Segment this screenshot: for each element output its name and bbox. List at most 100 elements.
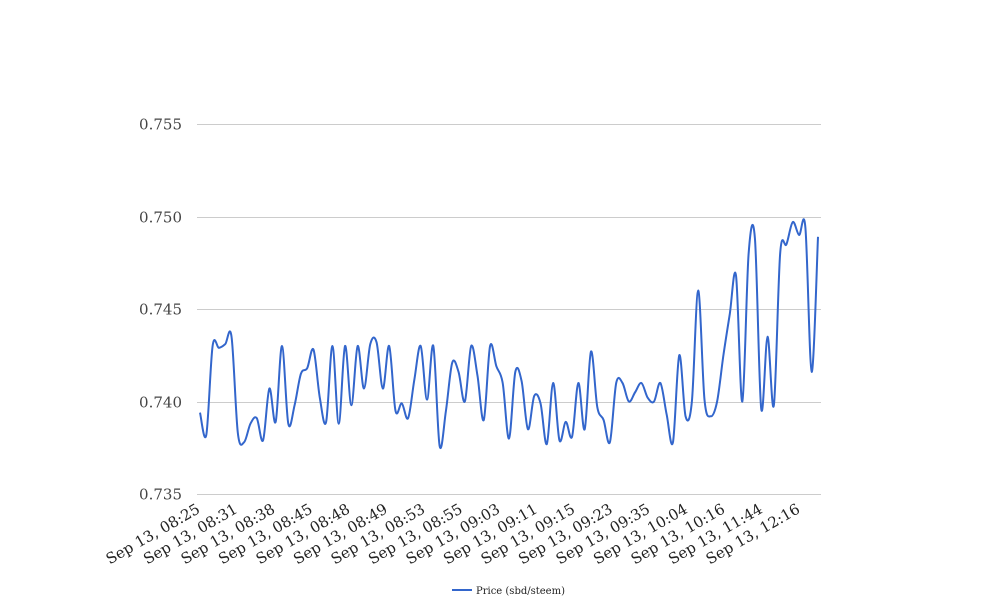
data-point[interactable]	[223, 342, 227, 346]
data-point[interactable]	[734, 274, 738, 278]
data-point[interactable]	[576, 381, 580, 385]
series-line-price[interactable]	[199, 218, 819, 450]
data-point[interactable]	[482, 418, 486, 422]
data-point[interactable]	[217, 346, 221, 350]
data-point[interactable]	[784, 242, 788, 246]
data-point[interactable]	[400, 401, 404, 405]
data-point[interactable]	[431, 344, 435, 348]
data-point[interactable]	[286, 422, 290, 426]
data-point[interactable]	[198, 411, 202, 415]
data-point[interactable]	[728, 313, 732, 317]
data-point[interactable]	[230, 335, 234, 339]
data-point[interactable]	[475, 374, 479, 378]
data-point[interactable]	[721, 353, 725, 357]
data-point[interactable]	[520, 379, 524, 383]
data-point[interactable]	[337, 422, 341, 426]
data-point[interactable]	[747, 252, 751, 256]
legend[interactable]: Price (sbd/steem)	[452, 586, 565, 597]
data-point[interactable]	[627, 400, 631, 404]
data-point[interactable]	[375, 340, 379, 344]
data-point[interactable]	[639, 381, 643, 385]
data-point[interactable]	[652, 400, 656, 404]
data-point[interactable]	[393, 409, 397, 413]
data-point[interactable]	[255, 416, 259, 420]
data-point[interactable]	[677, 353, 681, 357]
data-point[interactable]	[242, 440, 246, 444]
data-point[interactable]	[501, 381, 505, 385]
data-point[interactable]	[633, 390, 637, 394]
data-point[interactable]	[450, 361, 454, 365]
data-point[interactable]	[343, 344, 347, 348]
data-point[interactable]	[658, 381, 662, 385]
data-point[interactable]	[507, 437, 511, 441]
data-point[interactable]	[267, 387, 271, 391]
data-point[interactable]	[564, 420, 568, 424]
data-point[interactable]	[211, 344, 215, 348]
data-point[interactable]	[608, 440, 612, 444]
data-point[interactable]	[602, 418, 606, 422]
data-point[interactable]	[438, 444, 442, 448]
data-point[interactable]	[810, 370, 814, 374]
data-point[interactable]	[299, 372, 303, 376]
data-point[interactable]	[557, 438, 561, 442]
data-point[interactable]	[494, 364, 498, 368]
data-point[interactable]	[349, 403, 353, 407]
data-point[interactable]	[797, 233, 801, 237]
data-point[interactable]	[753, 237, 757, 241]
data-point[interactable]	[330, 344, 334, 348]
data-point[interactable]	[387, 344, 391, 348]
data-point[interactable]	[293, 403, 297, 407]
data-point[interactable]	[236, 431, 240, 435]
data-point[interactable]	[469, 344, 473, 348]
data-point[interactable]	[614, 381, 618, 385]
data-point[interactable]	[305, 366, 309, 370]
data-point[interactable]	[665, 412, 669, 416]
data-point[interactable]	[532, 394, 536, 398]
data-point[interactable]	[778, 252, 782, 256]
data-point[interactable]	[551, 381, 555, 385]
data-point[interactable]	[406, 416, 410, 420]
data-point[interactable]	[646, 396, 650, 400]
data-point[interactable]	[709, 414, 713, 418]
data-point[interactable]	[621, 381, 625, 385]
data-point[interactable]	[425, 398, 429, 402]
data-point[interactable]	[526, 427, 530, 431]
data-point[interactable]	[545, 442, 549, 446]
data-point[interactable]	[766, 335, 770, 339]
data-point[interactable]	[803, 226, 807, 230]
data-point[interactable]	[740, 400, 744, 404]
data-point[interactable]	[595, 405, 599, 409]
data-point[interactable]	[671, 440, 675, 444]
data-point[interactable]	[702, 398, 706, 402]
data-point[interactable]	[457, 370, 461, 374]
data-point[interactable]	[248, 422, 252, 426]
data-point[interactable]	[412, 377, 416, 381]
data-point[interactable]	[791, 220, 795, 224]
data-point[interactable]	[274, 420, 278, 424]
data-point[interactable]	[318, 396, 322, 400]
data-point[interactable]	[684, 414, 688, 418]
data-point[interactable]	[715, 400, 719, 404]
data-point[interactable]	[539, 401, 543, 405]
data-point[interactable]	[772, 403, 776, 407]
data-point[interactable]	[204, 433, 208, 437]
data-point[interactable]	[589, 350, 593, 354]
data-point[interactable]	[324, 420, 328, 424]
data-point[interactable]	[280, 344, 284, 348]
data-point[interactable]	[362, 387, 366, 391]
data-point[interactable]	[444, 409, 448, 413]
data-point[interactable]	[513, 370, 517, 374]
data-point[interactable]	[759, 407, 763, 411]
data-point[interactable]	[261, 438, 265, 442]
data-point[interactable]	[816, 235, 820, 239]
data-point[interactable]	[381, 387, 385, 391]
data-point[interactable]	[488, 344, 492, 348]
data-point[interactable]	[356, 344, 360, 348]
data-point[interactable]	[570, 435, 574, 439]
data-point[interactable]	[696, 289, 700, 293]
data-point[interactable]	[312, 348, 316, 352]
data-point[interactable]	[690, 400, 694, 404]
data-point[interactable]	[583, 427, 587, 431]
data-point[interactable]	[463, 400, 467, 404]
data-point[interactable]	[419, 344, 423, 348]
